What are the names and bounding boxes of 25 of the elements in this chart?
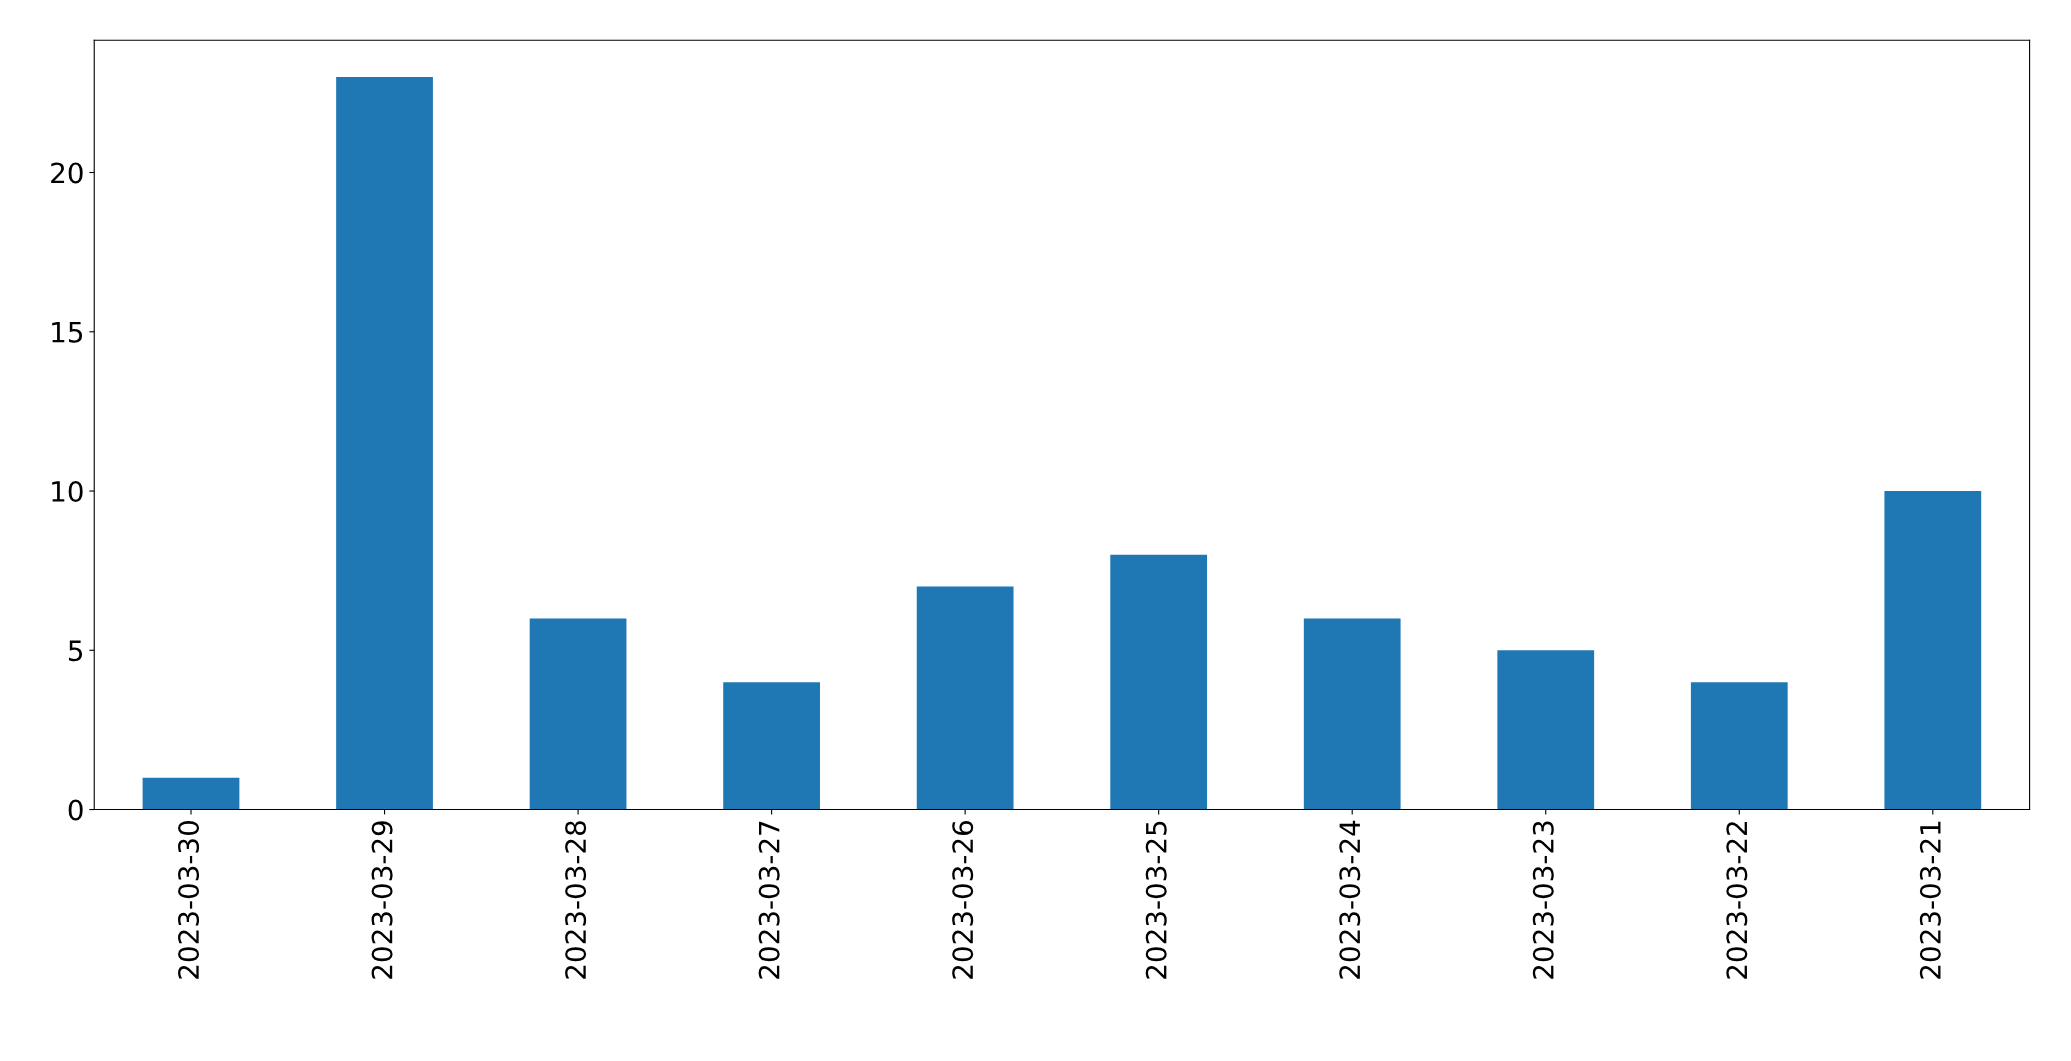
y-tick-label: 5: [68, 640, 83, 662]
bar: [1497, 650, 1595, 810]
x-tick-label: 2023-03-29: [371, 821, 393, 979]
bar: [916, 586, 1014, 810]
y-tick-label: 10: [52, 480, 83, 502]
bar: [142, 777, 240, 810]
y-tick-label: 0: [68, 799, 83, 821]
y-tick-label: 15: [52, 322, 83, 343]
x-tick-label: 2023-03-28: [565, 821, 587, 979]
x-tick-label: 2023-03-26: [952, 821, 974, 979]
bar: [1690, 682, 1788, 810]
x-tick-label: 2023-03-22: [1726, 822, 1748, 979]
y-tick-label: 20: [51, 162, 83, 184]
bar: [1884, 491, 1982, 810]
x-tick-label: 2023-03-30: [178, 821, 200, 979]
x-tick-label: 2023-03-27: [758, 821, 780, 979]
bar: [529, 618, 627, 810]
x-tick-label: 2023-03-21: [1919, 821, 1941, 979]
bar: [723, 682, 820, 810]
bar: [336, 76, 433, 810]
x-tick-label: 2023-03-24: [1339, 820, 1361, 979]
x-tick-label: 2023-03-23: [1532, 821, 1554, 979]
bar: [1303, 618, 1401, 810]
x-tick-label: 2023-03-25: [1145, 821, 1167, 979]
bar: [1110, 554, 1208, 810]
